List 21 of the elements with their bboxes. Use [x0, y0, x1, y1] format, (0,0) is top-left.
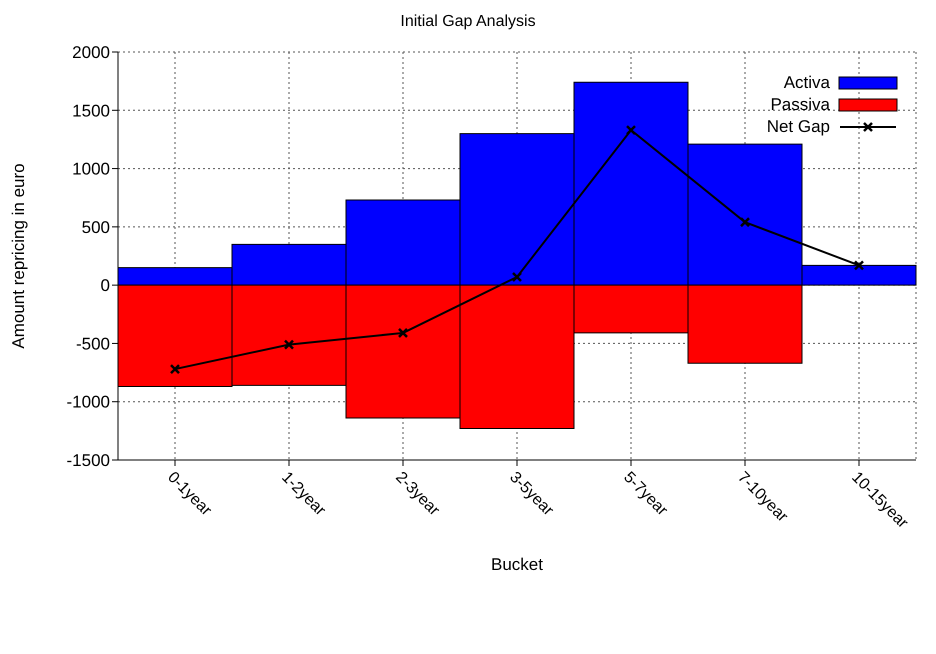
legend-label: Net Gap	[766, 117, 830, 137]
y-tick-label: 2000	[72, 43, 110, 62]
y-tick-label: -1500	[66, 451, 110, 470]
chart-title: Initial Gap Analysis	[399, 12, 537, 32]
point	[854, 260, 864, 271]
y-tick-label: -1000	[66, 392, 110, 412]
point	[512, 272, 522, 282]
y-tick-label: 500	[82, 218, 110, 237]
point	[170, 364, 180, 374]
point	[284, 339, 294, 350]
y-axis-title: Amount repricing in euro	[9, 163, 28, 349]
point	[398, 328, 408, 338]
legend-label: Activa	[784, 73, 830, 93]
y-tick-label: -500	[76, 334, 110, 354]
legend-label: Passiva	[770, 95, 830, 115]
point	[740, 216, 750, 228]
x-axis-title: Bucket	[491, 555, 544, 574]
y-tick-label: 1000	[72, 160, 110, 179]
y-tick-label: 1500	[72, 101, 110, 120]
point	[626, 124, 636, 136]
y-tick-label: 0	[100, 276, 110, 296]
